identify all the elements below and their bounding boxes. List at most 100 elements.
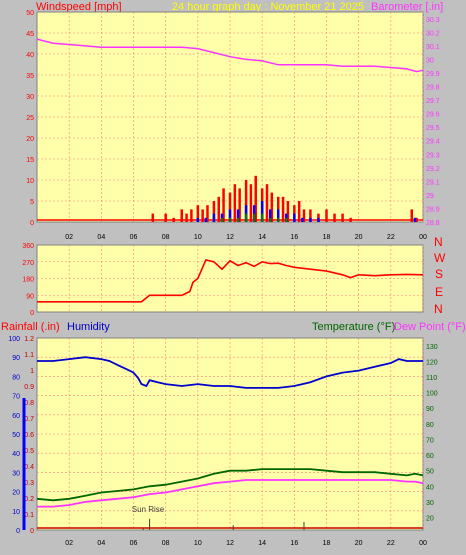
wind-x-tick-label: 08 [162, 234, 170, 241]
wind-direction-line [37, 258, 424, 303]
humidity-tick-label: 80 [12, 374, 20, 381]
barometer-tick-label: 30.1 [426, 44, 440, 51]
temperature-tick-label: 30 [426, 500, 434, 507]
barometer-tick-label: 29.4 [426, 139, 440, 146]
wind-x-tick-label: 14 [258, 234, 266, 241]
barometer-tick-label: 29.2 [426, 166, 440, 173]
windspeed-tick-label: 45 [26, 31, 34, 38]
rainfall-tick-label: 0.9 [24, 384, 34, 391]
temperature-axis-label: Temperature (°F) [312, 321, 395, 333]
direction-label-e: E [435, 285, 443, 299]
rainfall-tick-label: 1 [30, 368, 34, 375]
barometer-tick-label: 29.7 [426, 98, 440, 105]
windspeed-tick-label: 10 [26, 178, 34, 185]
barometer-tick-label: 28.9 [426, 206, 440, 213]
wind-x-tick-label: 18 [323, 234, 331, 241]
direction-tick-label: 0 [30, 310, 34, 317]
humidity-x-tick-label: 22 [387, 540, 395, 547]
barometer-axis-label: Barometer [.in] [371, 1, 443, 13]
chart-title: 24 hour graph day : November 21 2025 [172, 1, 364, 13]
windspeed-tick-label: 15 [26, 157, 34, 164]
rainfall-tick-label: 0.4 [24, 464, 34, 471]
temperature-tick-label: 110 [426, 375, 437, 382]
wind-x-tick-label: 16 [290, 234, 298, 241]
humidity-tick-label: 30 [12, 470, 20, 477]
humidity-x-tick-label: 02 [65, 540, 73, 547]
barometer-line [36, 38, 424, 73]
direction-tick-label: 360 [22, 243, 34, 250]
windspeed-tick-label: 20 [26, 136, 34, 143]
chart-marks-layer: 0510152025303540455028.828.92929.129.229… [8, 10, 439, 547]
temperature-tick-label: 120 [426, 359, 438, 366]
rainfall-tick-label: 0 [30, 528, 34, 535]
barometer-tick-label: 30 [426, 57, 434, 64]
humidity-x-tick-label: 04 [97, 540, 105, 547]
temperature-tick-label: 100 [426, 391, 438, 398]
humidity-x-tick-label: 10 [194, 540, 202, 547]
wind-x-tick-label: 04 [97, 234, 105, 241]
wind-x-tick-label: 06 [130, 234, 138, 241]
direction-tick-label: 180 [22, 277, 34, 284]
barometer-tick-label: 29.8 [426, 85, 440, 92]
barometer-tick-label: 28.8 [426, 220, 440, 227]
direction-label-w: W [434, 251, 446, 265]
wind-x-tick-label: 12 [226, 234, 234, 241]
windspeed-tick-label: 35 [26, 73, 34, 80]
humidity-x-tick-label: 14 [258, 540, 266, 547]
humidity-x-tick-label: 06 [130, 540, 138, 547]
direction-tick-label: 270 [22, 260, 34, 267]
sunrise-annotation: Sun Rise [132, 505, 165, 514]
humidity-tick-label: 90 [12, 355, 20, 362]
windspeed-tick-label: 0 [30, 220, 34, 227]
humidity-x-tick-label: 16 [290, 540, 298, 547]
humidity-x-tick-label: 18 [323, 540, 331, 547]
humidity-tick-label: 70 [12, 394, 20, 401]
direction-label-s: S [435, 267, 443, 281]
temperature-tick-label: 80 [426, 422, 434, 429]
windspeed-tick-label: 5 [30, 199, 34, 206]
windspeed-tick-label: 25 [26, 115, 34, 122]
windspeed-tick-label: 50 [26, 10, 34, 17]
rainfall-tick-label: 1.1 [24, 352, 34, 359]
rainfall-tick-label: 0.2 [24, 496, 34, 503]
barometer-tick-label: 29.3 [426, 152, 440, 159]
humidity-tick-label: 10 [12, 509, 20, 516]
humidity-x-tick-label: 12 [226, 540, 234, 547]
barometer-tick-label: 29.5 [426, 125, 440, 132]
direction-label-n-top: N [434, 235, 443, 249]
humidity-line [37, 356, 423, 389]
temperature-tick-label: 40 [426, 484, 434, 491]
rainfall-tick-label: 1.2 [24, 336, 34, 343]
windspeed-tick-label: 40 [26, 52, 34, 59]
humidity-tick-label: 0 [16, 528, 20, 535]
wind-x-tick-label: 10 [194, 234, 202, 241]
rainfall-axis-label: Rainfall (.in) [1, 321, 60, 333]
direction-tick-label: 90 [26, 293, 34, 300]
barometer-tick-label: 29.9 [426, 71, 440, 78]
windspeed-tick-label: 30 [26, 94, 34, 101]
dewpoint-line [37, 479, 424, 508]
rainfall-tick-label: 0.3 [24, 480, 34, 487]
wind-x-tick-label: 00 [419, 234, 427, 241]
rainfall-tick-label: 0.7 [24, 416, 34, 423]
wind-x-tick-label: 20 [355, 234, 363, 241]
temperature-tick-label: 70 [426, 437, 434, 444]
direction-label-n-bottom: N [434, 302, 443, 316]
rainfall-tick-label: 0.8 [24, 400, 34, 407]
humidity-tick-label: 60 [12, 413, 20, 420]
barometer-tick-label: 29 [426, 193, 434, 200]
rainfall-tick-label: 0.1 [24, 512, 34, 519]
temperature-tick-label: 20 [426, 516, 434, 523]
rainfall-tick-label: 0.6 [24, 432, 34, 439]
humidity-tick-label: 20 [12, 490, 20, 497]
temperature-tick-label: 130 [426, 344, 438, 351]
temperature-line [36, 468, 424, 502]
barometer-tick-label: 30.2 [426, 30, 440, 37]
temperature-tick-label: 90 [426, 406, 434, 413]
humidity-tick-label: 50 [12, 432, 20, 439]
humidity-axis-label: Humidity [67, 321, 110, 333]
humidity-x-tick-label: 20 [355, 540, 363, 547]
humidity-tick-label: 100 [8, 336, 20, 343]
